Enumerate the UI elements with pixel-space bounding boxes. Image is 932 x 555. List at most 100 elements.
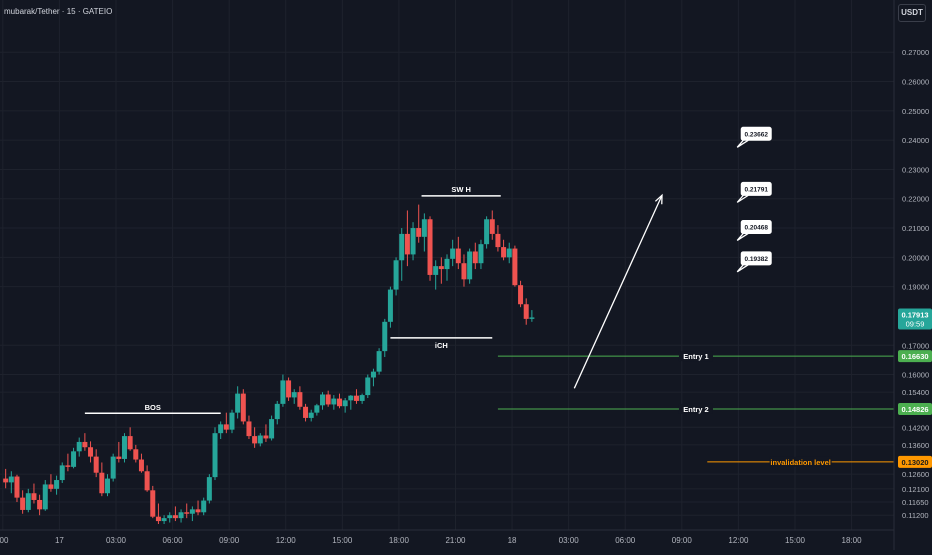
x-tick-label: 12:00 [728,536,749,545]
candle-body [472,251,478,264]
candle-body [110,456,116,479]
candle-body [416,228,422,237]
entry-2-label: Entry 2 [683,405,708,414]
x-tick-label: 15:00 [785,536,806,545]
candle-body [88,447,94,457]
candle-body [433,266,439,275]
x-tick-label: :00 [0,536,9,545]
entry-1-label-bg [678,351,713,362]
last-price-value: 0.17913 [901,311,928,320]
candle-body [291,392,297,398]
candle-body [223,424,229,430]
candle-body [336,398,342,407]
x-tick-label: 12:00 [276,536,297,545]
candle-body [235,393,241,413]
target-callout-pointer [736,139,749,148]
target-callout-pointer [736,194,749,203]
candle-body [105,478,111,494]
candle-body [252,436,258,444]
entry-2-price-tag [898,402,932,415]
candle-body [269,419,275,439]
candle-body [353,395,359,401]
candle-body [195,509,201,513]
candle-body [99,472,105,494]
ich-label: iCH [435,341,448,350]
x-tick-label: 03:00 [106,536,127,545]
candle-body [76,441,82,452]
candle-body [20,497,26,510]
candle-body [274,403,280,420]
swing-high-label: SW H [451,185,471,194]
y-tick-label: 0.12600 [902,470,929,479]
candle-body [404,233,410,255]
candle-body [450,248,456,259]
candle-body [48,484,54,489]
target-label: 0.20468 [744,224,768,231]
candle-body [31,493,37,500]
invalidation-label-bg [769,456,832,467]
candle-body [484,219,490,245]
candle-body [410,228,416,255]
target-label: 0.19382 [744,256,768,263]
candle-body [218,424,224,434]
symbol-title[interactable]: mubarak/Tether · 15 · GATEIO [4,7,113,16]
candle-body [42,484,48,510]
candle-body [325,394,331,405]
last-price-tag [898,308,932,330]
candles [3,204,535,524]
entry-2-price-text: 0.14826 [901,405,928,414]
y-tick-label: 0.11650 [902,498,929,507]
candle-body [467,251,473,280]
y-tick-label: 0.26000 [902,78,929,87]
candle-body [65,465,71,467]
candle-body [133,449,139,460]
y-tick-label: 0.25000 [902,107,929,116]
candle-body [37,499,43,510]
candle-body [280,380,286,404]
candle-body [523,304,529,319]
candle-body [257,435,263,444]
candle-body [161,518,167,522]
y-tick-label: 0.19000 [902,283,929,292]
candle-body [286,380,292,398]
y-tick-label: 0.12100 [902,485,929,494]
y-tick-label: 0.17000 [902,341,929,350]
target-callout-box [740,126,772,141]
y-tick-label: 0.16000 [902,371,929,380]
target-label: 0.21791 [744,186,768,193]
candle-body [240,393,246,422]
candle-body [529,317,535,319]
x-tick-label: 06:00 [615,536,636,545]
candle-body [506,248,512,258]
candle-body [365,377,371,396]
y-tick-label: 0.23000 [902,165,929,174]
candle-body [455,248,461,264]
candle-body [376,351,382,372]
candle-body [246,421,252,437]
x-tick-label: 09:00 [672,536,693,545]
target-label: 0.23662 [744,131,768,138]
candle-body [331,398,337,405]
candle-body [518,285,524,305]
bos-label: BOS [145,403,161,412]
candle-body [54,480,60,489]
candle-body [495,233,501,248]
candle-body [348,395,354,401]
candle-body [144,471,150,491]
x-tick-label: 03:00 [559,536,580,545]
candle-body [342,400,348,407]
y-tick-label: 0.15400 [902,388,929,397]
candle-body [387,289,393,322]
candle-body [359,395,365,401]
target-callout-box [740,219,772,234]
invalidation-price-text: 0.13020 [901,458,928,467]
candle-body [297,392,303,407]
candle-body [444,258,450,270]
currency-button[interactable]: USDT [898,4,926,22]
y-tick-label: 0.13600 [902,441,929,450]
candle-body [512,248,518,286]
target-callout-pointer [736,264,749,273]
candle-body [14,476,20,498]
